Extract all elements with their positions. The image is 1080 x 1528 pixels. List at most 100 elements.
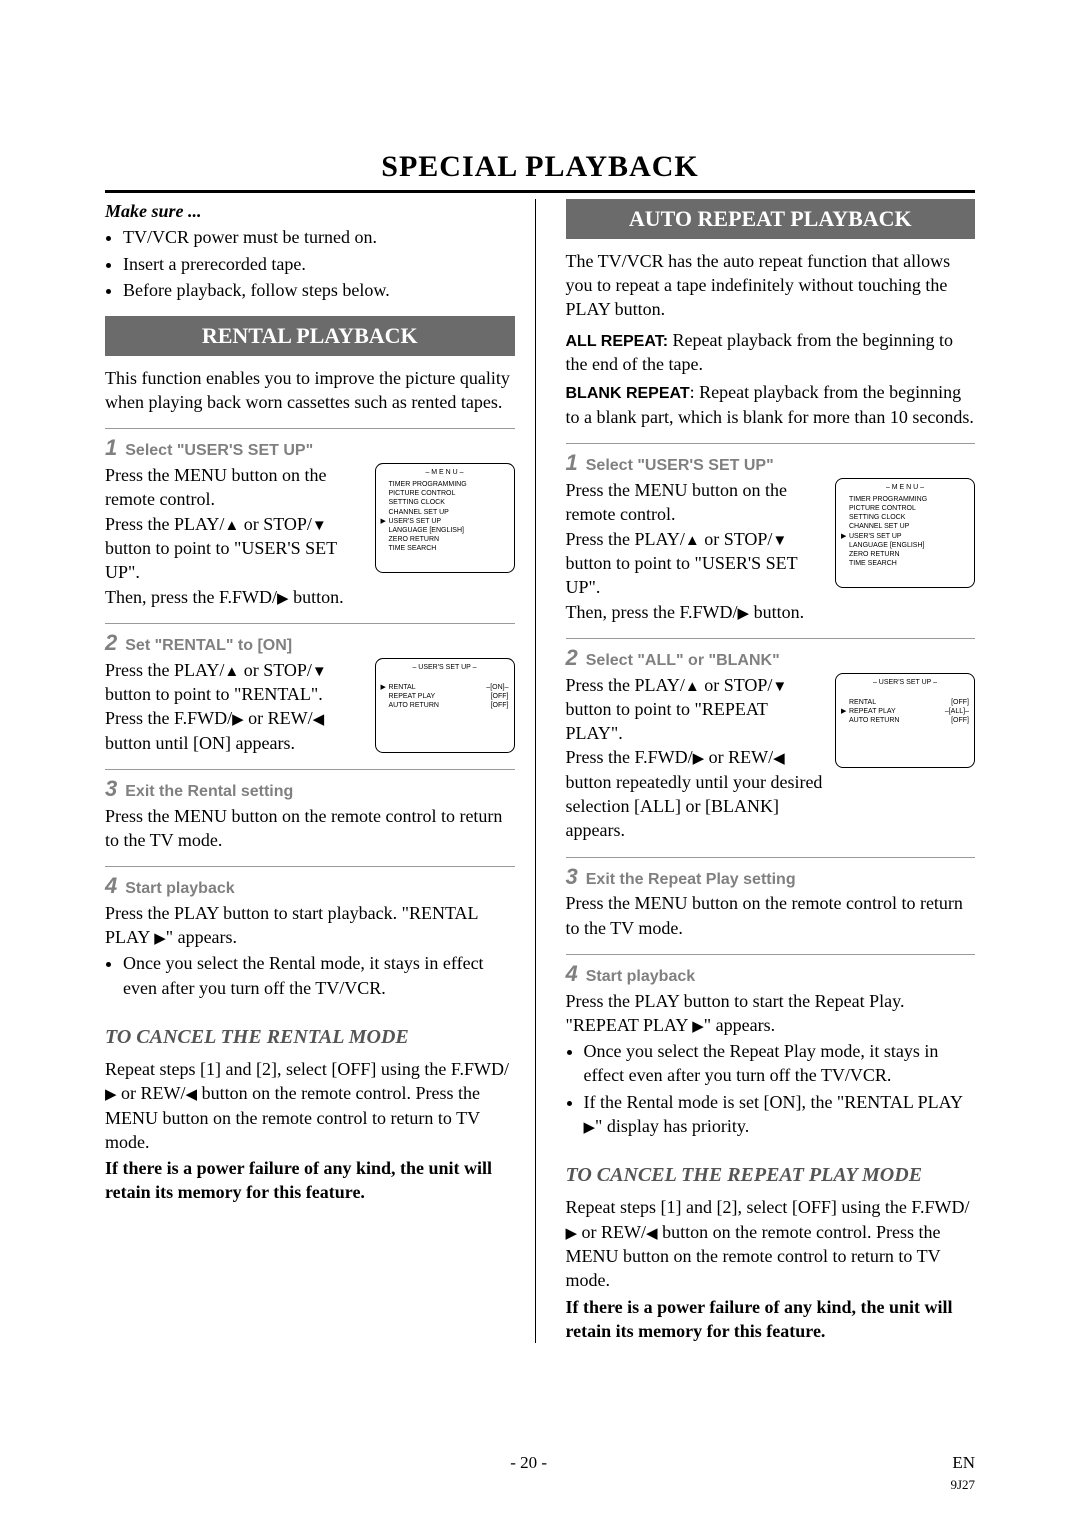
makesure-list: TV/VCR power must be turned on. Insert a… [105,225,515,302]
menu-row: TIMER PROGRAMMING [389,480,467,489]
menu-screenshot: – USER'S SET UP – RENTAL[OFF] ▶REPEAT PL… [835,673,975,768]
pointer-icon: ▶ [381,683,389,692]
cancel-text: or REW/ [117,1083,186,1103]
menu-value: [OFF] [951,698,969,707]
step-text: button repeatedly until your desired sel… [566,772,823,841]
pointer-icon: ▶ [381,517,389,526]
list-item: Once you select the Rental mode, it stay… [123,951,515,1000]
right-triangle-icon: ▶ [105,1087,117,1103]
left-triangle-icon: ◀ [646,1226,658,1242]
menu-value: [OFF] [951,716,969,725]
page-title: SPECIAL PLAYBACK [105,150,975,184]
menu-box-title: – USER'S SET UP – [381,663,509,672]
up-triangle-icon: ▲ [224,664,239,680]
auto-repeat-banner: AUTO REPEAT PLAYBACK [566,199,976,239]
step-text: or STOP/ [700,529,773,549]
down-triangle-icon: ▼ [312,518,327,534]
step-number: 2 [105,628,117,658]
step-title: Select "USER'S SET UP" [125,440,313,462]
left-triangle-icon: ◀ [186,1087,198,1103]
step-text: " appears. [166,927,237,947]
menu-row: LANGUAGE [ENGLISH] [389,526,464,535]
menu-value: [ALL] [949,708,965,715]
step-text: button. [289,587,344,607]
right-triangle-icon: ▶ [566,1226,578,1242]
down-triangle-icon: ▼ [772,533,787,549]
menu-row: REPEAT PLAY [389,692,436,701]
step-text: Then, press the F.FWD/ [105,587,277,607]
step-text: Press the PLAY/ [566,675,685,695]
footer-lang: EN [952,1453,975,1473]
footer-code: 9J27 [950,1477,975,1493]
up-triangle-icon: ▲ [685,679,700,695]
menu-value: [ON] [490,684,504,691]
right-triangle-icon: ▶ [693,751,705,767]
menu-row: CHANNEL SET UP [849,522,909,531]
menu-row: SETTING CLOCK [849,513,905,522]
menu-row: AUTO RETURN [849,716,899,725]
rental-playback-banner: RENTAL PLAYBACK [105,316,515,356]
menu-value: [OFF] [491,692,509,701]
right-triangle-icon: ▶ [738,606,750,622]
repeat-intro: The TV/VCR has the auto repeat function … [566,249,976,322]
menu-box-title: – M E N U – [381,468,509,477]
step-number: 1 [105,433,117,463]
menu-screenshot: – M E N U – TIMER PROGRAMMING PICTURE CO… [375,463,515,573]
step-text: Then, press the F.FWD/ [566,602,738,622]
menu-row: ZERO RETURN [389,535,440,544]
step-title: Set "RENTAL" to [ON] [125,635,292,657]
menu-row: PICTURE CONTROL [389,489,456,498]
menu-row: REPEAT PLAY [849,707,896,716]
step-title: Select "USER'S SET UP" [586,455,774,477]
right-triangle-icon: ▶ [154,931,166,947]
makesure-heading: Make sure ... [105,199,515,223]
list-item: Insert a prerecorded tape. [123,252,515,276]
step-text: Press the F.FWD/ [105,708,232,728]
cancel-text: Repeat steps [1] and [2], select [OFF] u… [105,1059,509,1079]
step-title: Start playback [125,878,234,900]
step-text: Press the MENU button on the remote cont… [566,891,976,940]
menu-row: AUTO RETURN [389,701,439,710]
menu-row: PICTURE CONTROL [849,504,916,513]
cancel-note: If there is a power failure of any kind,… [566,1295,976,1344]
step-number: 2 [566,643,578,673]
list-item: TV/VCR power must be turned on. [123,225,515,249]
step-text: Press the PLAY/ [105,514,224,534]
cancel-heading: TO CANCEL THE REPEAT PLAY MODE [566,1162,976,1189]
step-number: 3 [105,774,117,804]
menu-row: ZERO RETURN [849,550,900,559]
step-text: Press the MENU button on the remote cont… [566,480,787,524]
menu-row: SETTING CLOCK [389,498,445,507]
pointer-icon: ▶ [841,532,849,541]
rental-intro: This function enables you to improve the… [105,366,515,415]
all-repeat-label: ALL REPEAT: [566,333,669,350]
right-column: AUTO REPEAT PLAYBACK The TV/VCR has the … [566,199,976,1343]
step-text: Press the PLAY/ [105,660,224,680]
step-text: Press the F.FWD/ [566,747,693,767]
right-triangle-icon: ▶ [692,1019,704,1035]
step-text: or STOP/ [700,675,773,695]
right-triangle-icon: ▶ [232,712,244,728]
menu-box-title: – USER'S SET UP – [841,678,969,687]
step-text: button until [ON] appears. [105,733,295,753]
step-title: Start playback [586,966,695,988]
down-triangle-icon: ▼ [772,679,787,695]
menu-row: TIME SEARCH [849,559,897,568]
step-text: button to point to "USER'S SET UP". [566,553,798,597]
step-text: " appears. [704,1015,775,1035]
title-underline [105,190,975,193]
step-text: Press the PLAY/ [566,529,685,549]
blank-repeat-label: BLANK REPEAT [566,385,690,402]
step-text: button to point to "RENTAL". [105,684,323,704]
up-triangle-icon: ▲ [224,518,239,534]
pointer-icon: ▶ [841,707,849,716]
down-triangle-icon: ▼ [312,664,327,680]
page-footer: - 20 - EN 9J27 [105,1453,975,1473]
step-number: 1 [566,448,578,478]
menu-row: CHANNEL SET UP [389,508,449,517]
list-item: If the Rental mode is set [ON], the "REN… [584,1090,976,1139]
up-triangle-icon: ▲ [685,533,700,549]
menu-row: LANGUAGE [ENGLISH] [849,541,924,550]
menu-screenshot: – USER'S SET UP – ▶RENTAL–[ON]– REPEAT P… [375,658,515,753]
step-text: button. [749,602,804,622]
